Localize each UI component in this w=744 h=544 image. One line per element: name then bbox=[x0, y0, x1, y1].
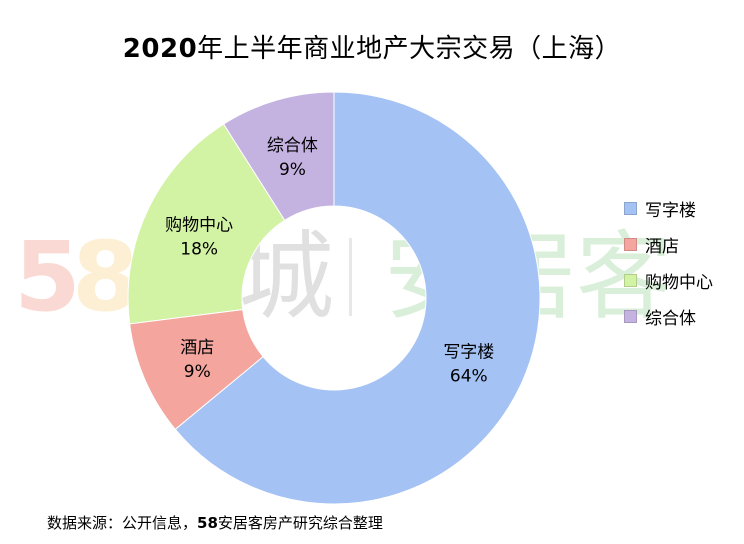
source-prefix: 数据来源：公开信息， bbox=[47, 514, 198, 532]
slice-2 bbox=[127, 123, 286, 325]
source-rest: 安居客房产研究综合整理 bbox=[217, 514, 383, 532]
slice-labels: 写字楼 64% 酒店 9% 购物中心 18% 综合体 9% bbox=[165, 136, 494, 387]
legend-label: 综合体 bbox=[645, 308, 696, 329]
slice-label-1: 酒店 bbox=[180, 338, 214, 358]
slice-0 bbox=[174, 91, 541, 505]
slice-3 bbox=[222, 91, 335, 222]
legend-item-3: 综合体 bbox=[624, 298, 713, 334]
slice-label-3: 综合体 bbox=[267, 136, 318, 156]
legend-item-1: 酒店 bbox=[624, 226, 713, 262]
slice-value-3: 9% bbox=[279, 160, 306, 180]
slice-label-2: 购物中心 bbox=[165, 216, 233, 236]
chart-legend: 写字楼酒店购物中心综合体 bbox=[624, 190, 713, 334]
slice-label-0: 写字楼 bbox=[443, 342, 494, 362]
donut-slices bbox=[127, 91, 541, 505]
legend-swatch bbox=[624, 237, 637, 251]
legend-swatch bbox=[624, 201, 637, 215]
source-bold: 58 bbox=[197, 514, 218, 532]
legend-item-2: 购物中心 bbox=[624, 262, 713, 298]
title-year: 2020 bbox=[122, 34, 198, 64]
legend-item-0: 写字楼 bbox=[624, 190, 713, 226]
legend-label: 酒店 bbox=[645, 236, 679, 257]
chart-title: 2020年上半年商业地产大宗交易（上海） bbox=[0, 28, 744, 65]
legend-swatch bbox=[624, 309, 637, 323]
legend-label: 写字楼 bbox=[645, 200, 696, 221]
slice-value-2: 18% bbox=[180, 240, 218, 260]
source-note: 数据来源：公开信息，58安居客房产研究综合整理 bbox=[47, 512, 383, 533]
legend-swatch bbox=[624, 273, 637, 287]
title-text: 年上半年商业地产大宗交易（上海） bbox=[197, 34, 622, 64]
legend-label: 购物中心 bbox=[645, 272, 713, 293]
slice-value-0: 64% bbox=[450, 366, 488, 386]
slice-value-1: 9% bbox=[184, 362, 211, 382]
